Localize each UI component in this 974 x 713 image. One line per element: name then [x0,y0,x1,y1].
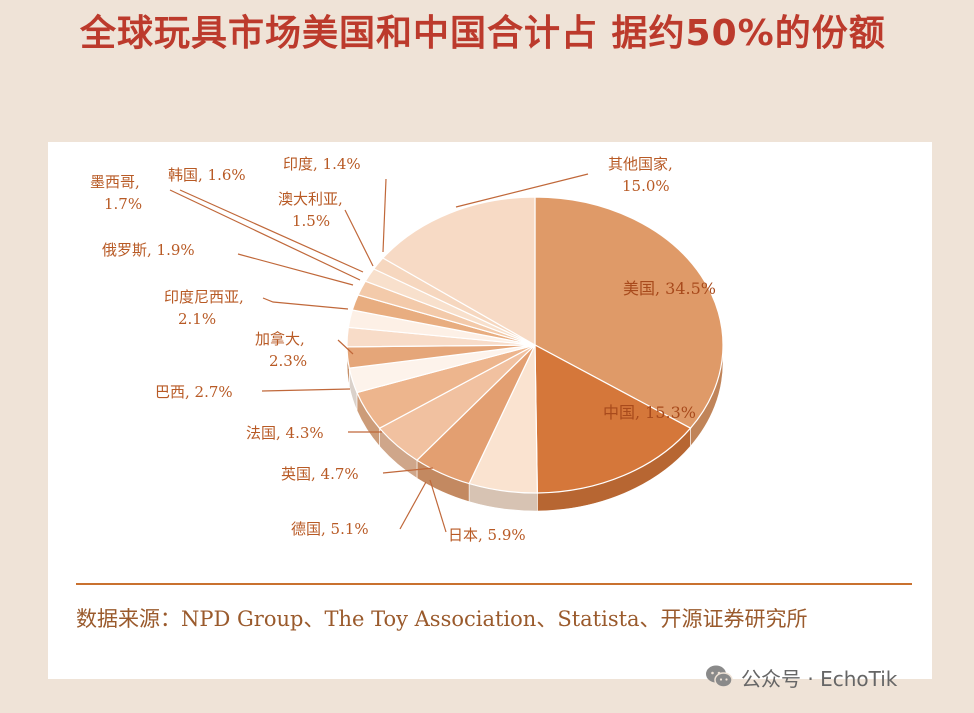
label-slice-11: 韩国, 1.6% [168,166,246,184]
chart-panel: 美国, 34.5% 中国, 15.3% 日本, 5.9% 德国, 5.1% 英国, 4.… [48,142,932,679]
label-slice-12: 澳大利亚, 1.5% [278,190,343,230]
leader-line-slice-8 [262,297,349,310]
label-slice-6: 巴西, 2.7% [155,383,233,401]
leader-line-slice-14 [455,173,589,208]
source-note: 数据来源：NPD Group、The Toy Association、Stati… [76,607,808,631]
label-slice-9: 俄罗斯, 1.9% [102,241,195,259]
label-slice-7: 加拿大, 2.3% [255,330,307,370]
leader-line-slice-3 [399,481,427,530]
leader-line-slice-11 [179,189,364,273]
pie-side [346,344,724,512]
leader-line-slice-9 [237,253,354,286]
pie-slice-14 [381,196,536,347]
leader-line-slice-2 [429,479,447,533]
leader-line-slice-6 [261,388,351,392]
pie-labels: 美国, 34.5% 中国, 15.3% 日本, 5.9% 德国, 5.1% 英国, 4.… [90,155,716,544]
watermark-text: 公众号 · EchoTik [741,666,898,691]
label-slice-0: 美国, 34.5% [623,279,716,298]
wechat-icon [706,665,733,688]
leader-line-slice-13 [382,178,387,253]
pie-slice-0 [534,196,724,429]
label-slice-3: 德国, 5.1% [291,520,369,538]
leader-line-slice-10 [169,189,361,281]
leader-line-slice-4 [382,467,434,474]
label-slice-4: 英国, 4.7% [281,465,359,483]
label-slice-8: 印度尼西亚, 2.1% [164,288,244,328]
pie-chart: 美国, 34.5% 中国, 15.3% 日本, 5.9% 德国, 5.1% 英国, 4.… [90,155,724,544]
pie-top [346,196,724,494]
page-title: 全球玩具市场美国和中国合计占 据约50%的份额 [80,13,886,54]
label-slice-14: 其他国家, 15.0% [608,155,673,195]
leader-line-slice-7 [337,339,354,355]
leader-line-slice-12 [344,209,374,267]
watermark: 公众号 · EchoTik [705,662,897,692]
divider [76,583,912,585]
label-slice-2: 日本, 5.9% [448,526,526,544]
label-slice-13: 印度, 1.4% [283,155,361,173]
label-slice-5: 法国, 4.3% [246,424,324,442]
pie-slice-1 [534,343,692,494]
label-slice-10: 墨西哥, 1.7% [90,173,142,213]
label-slice-1: 中国, 15.3% [603,403,696,422]
